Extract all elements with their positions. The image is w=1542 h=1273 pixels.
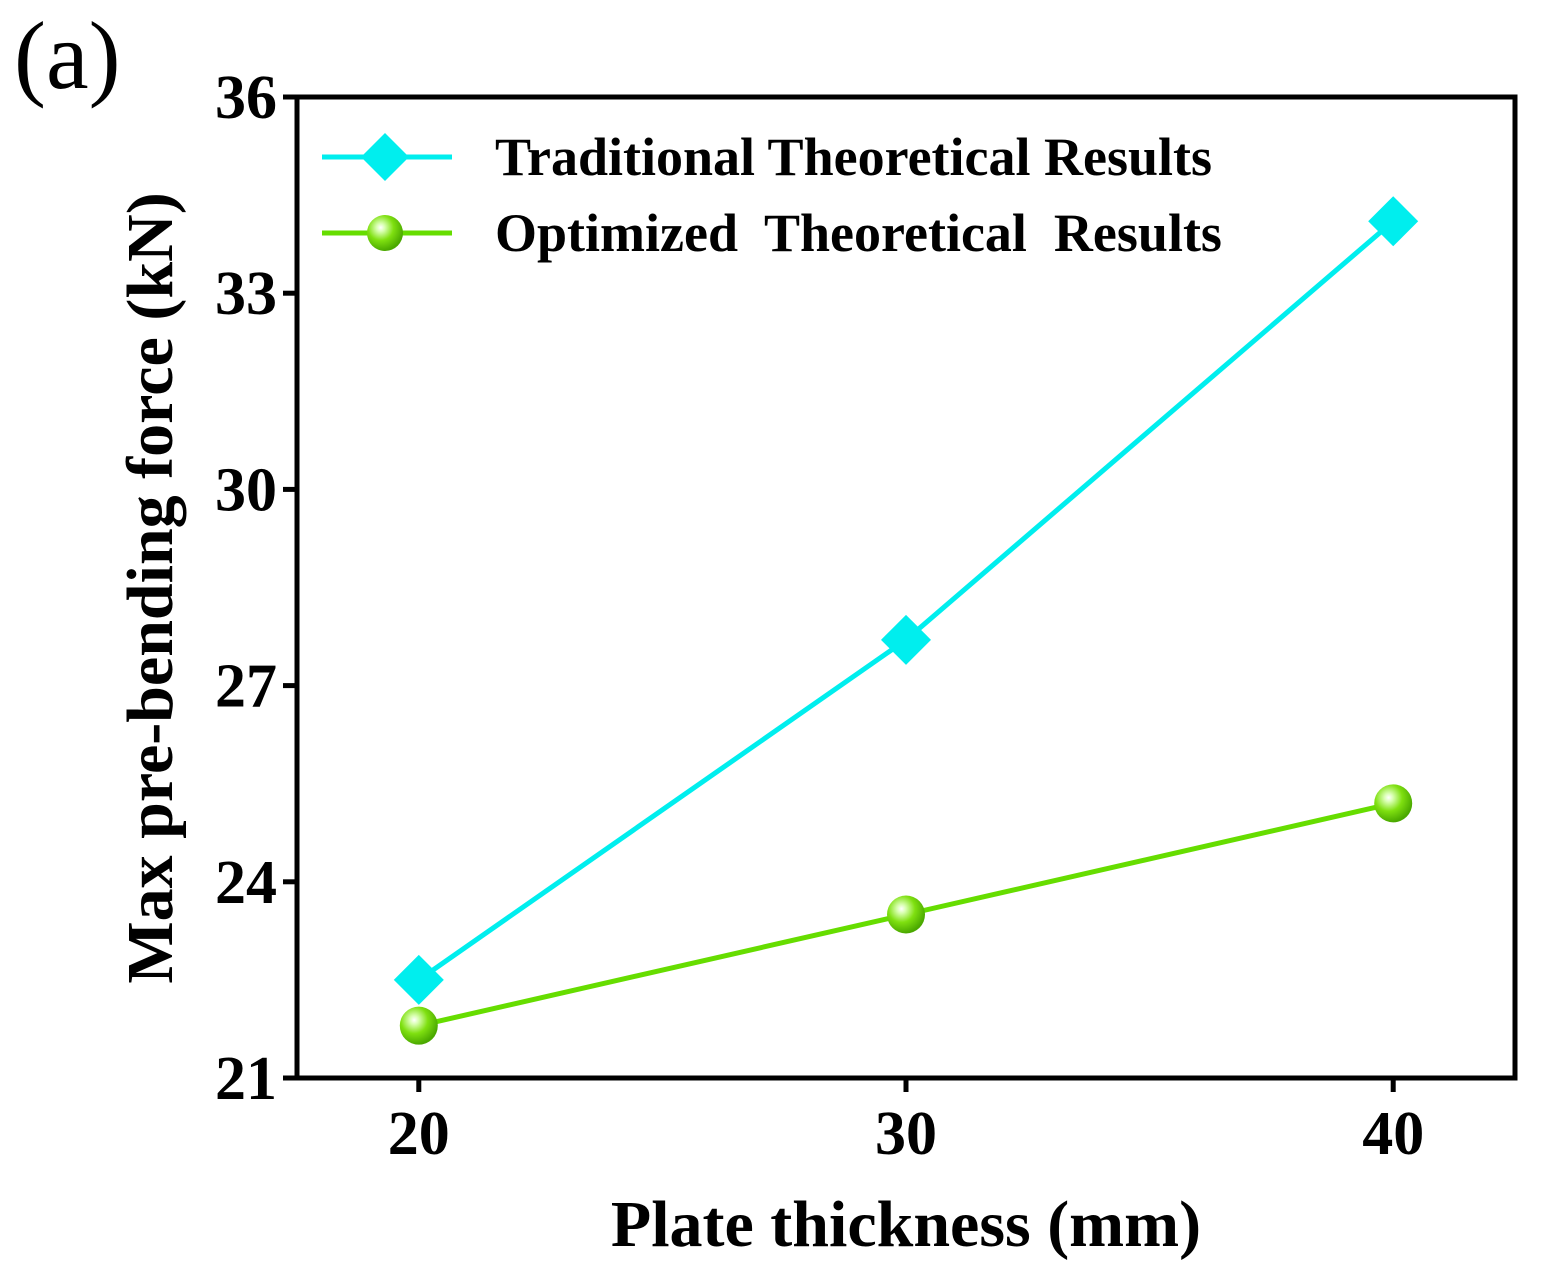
data-point-sphere xyxy=(399,1006,438,1045)
x-tick-label: 30 xyxy=(875,1100,937,1168)
y-axis-title: Max pre-bending force (kN) xyxy=(114,192,187,983)
data-point-sphere xyxy=(887,895,925,934)
y-axis-ticks: 21 24 27 30 33 36 xyxy=(215,64,297,1113)
plot-frame xyxy=(294,94,1518,1081)
legend-sphere-marker xyxy=(367,215,403,251)
series-line-diamond xyxy=(417,219,1395,982)
y-tick-label: 24 xyxy=(215,849,277,917)
x-axis-ticks: 20 30 40 xyxy=(388,1078,1424,1168)
legend-diamond-marker xyxy=(361,133,409,181)
legend-label-optimized: Optimized Theoretical Results xyxy=(495,203,1222,263)
data-point-sphere xyxy=(1374,784,1413,823)
y-tick-label: 21 xyxy=(215,1045,277,1113)
data-point-diamond xyxy=(881,614,931,665)
data-point-diamond xyxy=(393,954,444,1005)
y-tick-label: 27 xyxy=(215,653,277,721)
legend-item-optimized: Optimized Theoretical Results xyxy=(322,203,1222,263)
x-tick-label: 20 xyxy=(388,1100,450,1168)
x-axis-title: Plate thickness (mm) xyxy=(611,1188,1201,1261)
legend: Traditional Theoretical Results Optimize… xyxy=(322,127,1222,263)
legend-item-traditional: Traditional Theoretical Results xyxy=(322,127,1212,187)
legend-label-traditional: Traditional Theoretical Results xyxy=(495,127,1212,187)
series-layer xyxy=(393,196,1419,1045)
y-tick-label: 30 xyxy=(215,456,277,524)
data-point-diamond xyxy=(1368,196,1419,247)
x-tick-label: 40 xyxy=(1362,1100,1424,1168)
panel-label: (a) xyxy=(14,2,121,109)
y-tick-label: 33 xyxy=(215,260,277,328)
y-tick-label: 36 xyxy=(215,64,277,132)
